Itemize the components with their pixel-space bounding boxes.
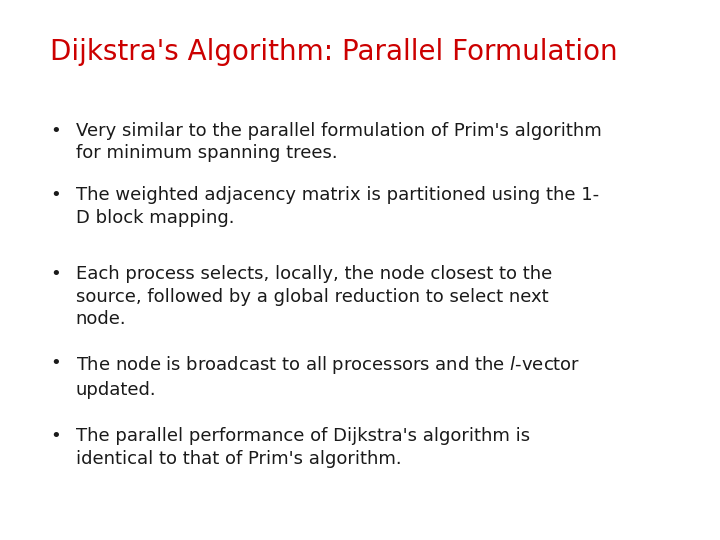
Text: The node is broadcast to all processors and the $\it{l}$-vector
updated.: The node is broadcast to all processors … bbox=[76, 354, 580, 399]
Text: •: • bbox=[50, 122, 61, 139]
Text: The weighted adjacency matrix is partitioned using the 1-
D block mapping.: The weighted adjacency matrix is partiti… bbox=[76, 186, 599, 227]
Text: Very similar to the parallel formulation of Prim's algorithm
for minimum spannin: Very similar to the parallel formulation… bbox=[76, 122, 601, 163]
Text: Dijkstra's Algorithm: Parallel Formulation: Dijkstra's Algorithm: Parallel Formulati… bbox=[50, 38, 618, 66]
Text: •: • bbox=[50, 265, 61, 282]
Text: Each process selects, locally, the node closest to the
source, followed by a glo: Each process selects, locally, the node … bbox=[76, 265, 552, 328]
Text: The parallel performance of Dijkstra's algorithm is
identical to that of Prim's : The parallel performance of Dijkstra's a… bbox=[76, 427, 530, 468]
Text: •: • bbox=[50, 186, 61, 204]
Text: •: • bbox=[50, 354, 61, 372]
Text: •: • bbox=[50, 427, 61, 444]
